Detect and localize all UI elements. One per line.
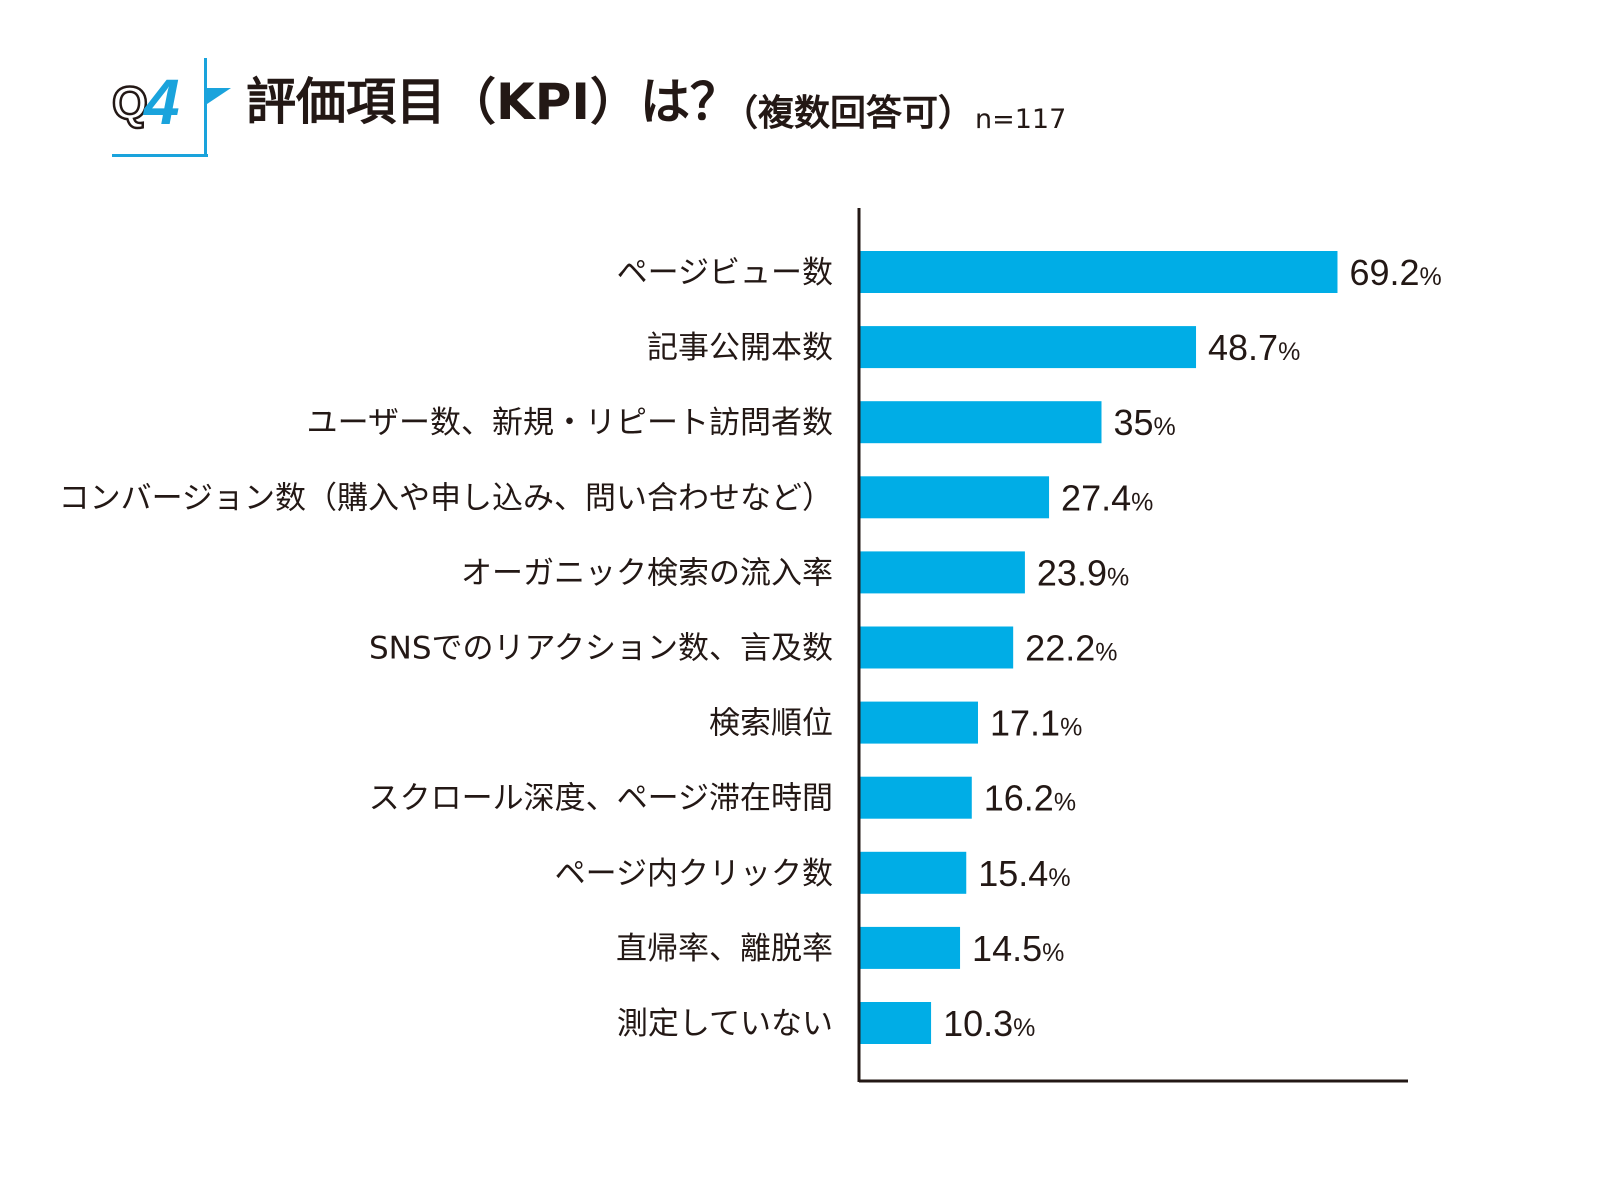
category-label-11: 測定していない	[617, 1006, 833, 1042]
bar-1	[860, 251, 1338, 293]
value-label-3: 35%	[1114, 402, 1176, 443]
value-label-8: 16.2%	[984, 778, 1076, 819]
bar-4	[860, 476, 1050, 519]
question-badge: Q 4	[111, 58, 232, 158]
value-label-2: 48.7%	[1208, 327, 1300, 368]
question-number: 4	[144, 66, 180, 138]
chart-subtitle: （複数回答可）	[722, 93, 975, 134]
question-letter: Q	[111, 77, 149, 129]
badge-underline	[112, 154, 208, 157]
bar-10	[860, 926, 961, 969]
bar-2	[860, 326, 1197, 369]
bar-6	[860, 626, 1014, 669]
category-label-5: オーガニック検索の流入率	[461, 555, 833, 591]
bar-9	[860, 851, 967, 894]
category-label-2: 記事公開本数	[647, 330, 833, 366]
bars-layer: ページビュー数 69.2% 記事公開本数 48.7% ユーザー数、新規・リピート訪問者数…	[59, 251, 1442, 1044]
category-label-1: ページビュー数	[617, 255, 833, 291]
bar-11	[860, 1002, 932, 1044]
category-label-3: ユーザー数、新規・リピート訪問者数	[307, 405, 833, 441]
chart-title: 評価項目（KPI）は？	[246, 73, 740, 131]
bar-5	[860, 551, 1025, 594]
category-label-9: ページ内クリック数	[555, 856, 833, 892]
bar-7	[860, 701, 978, 744]
category-label-4: コンバージョン数（購入や申し込み、問い合わせなど）	[59, 480, 833, 516]
value-label-6: 22.2%	[1025, 628, 1117, 669]
value-label-9: 15.4%	[978, 853, 1070, 894]
chart-header: Q 4 評価項目（KPI）は？ （複数回答可） n=117	[0, 0, 1603, 170]
bar-3	[860, 401, 1102, 444]
bar-8	[860, 776, 972, 819]
value-label-10: 14.5%	[972, 928, 1064, 969]
value-label-1: 69.2%	[1349, 252, 1441, 293]
value-label-4: 27.4%	[1061, 477, 1153, 518]
category-label-6: SNSでのリアクション数、言及数	[369, 631, 833, 667]
category-label-8: スクロール深度、ページ滞在時間	[369, 781, 833, 817]
category-label-7: 検索順位	[709, 706, 833, 742]
badge-vertical-rule	[204, 58, 207, 156]
category-label-10: 直帰率、離脱率	[616, 931, 833, 967]
badge-flag-icon	[207, 88, 231, 104]
sample-size: n=117	[975, 104, 1067, 135]
value-label-11: 10.3%	[943, 1003, 1035, 1044]
value-label-7: 17.1%	[990, 703, 1082, 744]
value-label-5: 23.9%	[1037, 552, 1129, 593]
